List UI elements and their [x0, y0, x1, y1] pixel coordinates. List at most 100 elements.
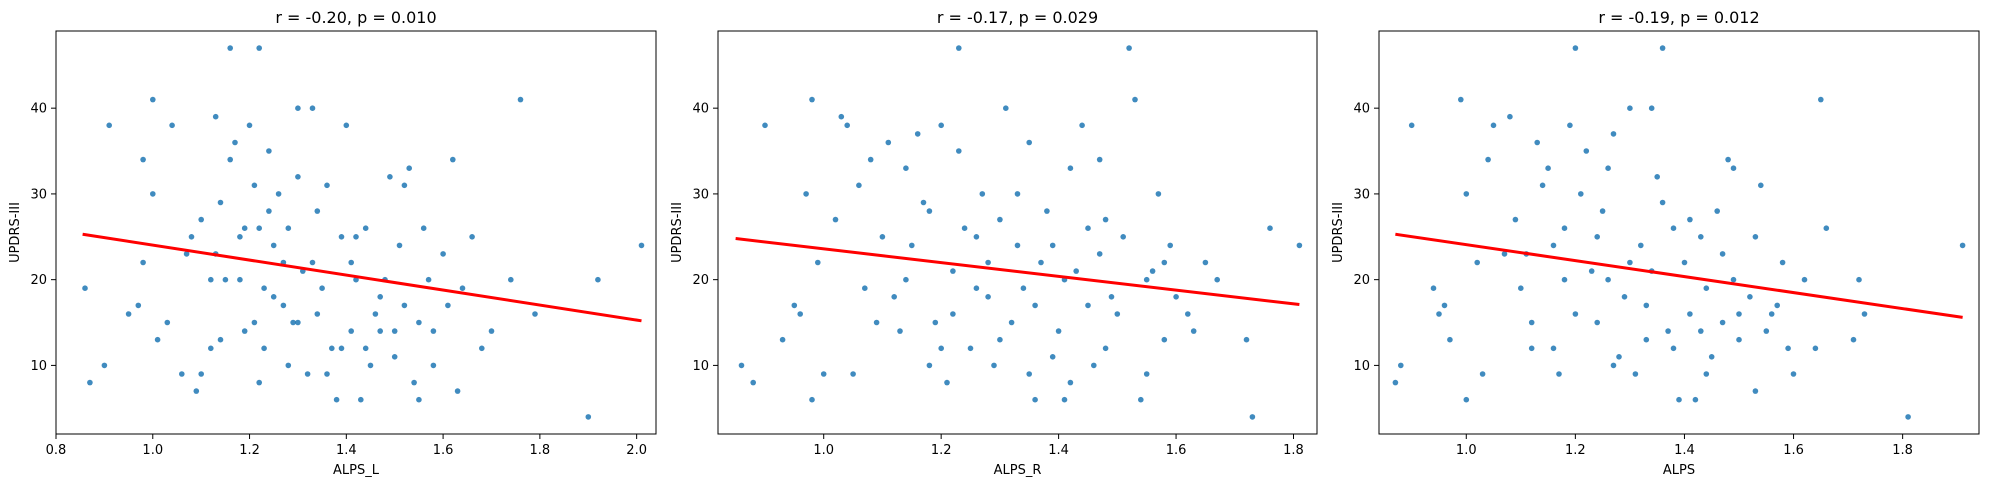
- scatter-point: [256, 225, 263, 231]
- scatter-point: [856, 182, 862, 189]
- scatter-point: [1032, 396, 1038, 403]
- scatter-point: [638, 242, 645, 249]
- x-tick-label: 1.0: [142, 443, 163, 458]
- scatter-point: [926, 362, 933, 369]
- scatter-point: [353, 234, 359, 240]
- scatter-point: [348, 259, 355, 266]
- scatter-point: [1703, 371, 1710, 377]
- x-tick-label: 1.4: [336, 443, 357, 458]
- scatter-point: [932, 319, 939, 326]
- scatter-point: [237, 276, 243, 283]
- scatter-point: [372, 311, 379, 317]
- y-tick-label: 20: [692, 273, 709, 288]
- scatter-point: [1638, 242, 1644, 249]
- scatter-point: [401, 302, 408, 309]
- scatter-point: [150, 191, 156, 197]
- scatter-point: [1143, 371, 1150, 377]
- scatter-point: [256, 379, 263, 386]
- scatter-point: [1659, 199, 1666, 206]
- panel-alps-l: 0.8 1.0 1.2 1.4 1.6 1.8 2.0 10 20 30 40 r = -0.20, …: [8, 8, 657, 478]
- scatter-point: [270, 294, 277, 300]
- x-tick-label: 1.6: [1166, 443, 1187, 458]
- scatter-point: [938, 122, 944, 129]
- axes-frame: [55, 30, 657, 435]
- scatter-point: [1627, 259, 1633, 266]
- scatter-point: [1610, 131, 1617, 137]
- scatter-point: [1534, 139, 1540, 146]
- scatter-point: [1616, 354, 1622, 360]
- scatter-point: [1020, 285, 1027, 292]
- scatter-point: [1447, 336, 1453, 343]
- regression-line: [82, 232, 642, 323]
- scatter-point: [125, 311, 132, 317]
- scatter-point: [1643, 302, 1650, 309]
- scatter-point: [391, 354, 398, 360]
- scatter-point: [333, 396, 340, 403]
- scatter-point: [179, 371, 185, 377]
- scatter-point: [1812, 345, 1819, 352]
- x-tick-label: 2.0: [626, 443, 647, 458]
- scatter-point: [440, 251, 446, 257]
- scatter-point: [1008, 319, 1015, 326]
- scatter-point: [1055, 328, 1062, 334]
- scatter-point: [338, 234, 345, 240]
- scatter-point: [314, 311, 321, 317]
- scatter-point: [1698, 234, 1704, 240]
- scatter-point: [314, 208, 321, 214]
- scatter-point: [1730, 165, 1737, 171]
- scatter-point: [1550, 345, 1557, 352]
- scatter-point: [256, 45, 263, 51]
- scatter-point: [329, 345, 335, 352]
- scatter-point: [295, 105, 301, 111]
- scatter-point: [997, 336, 1003, 343]
- scatter-point: [140, 259, 146, 266]
- scatter-point: [1143, 276, 1150, 283]
- x-tick-label: 1.8: [530, 443, 551, 458]
- scatter-point: [979, 191, 986, 197]
- scatter-point: [454, 388, 461, 394]
- x-tick-label: 0.8: [46, 443, 67, 458]
- scatter-point: [1550, 242, 1557, 249]
- scatter-point: [1067, 165, 1074, 171]
- scatter-point: [1463, 191, 1470, 197]
- scatter-point: [1556, 371, 1562, 377]
- scatter-point: [1126, 45, 1132, 51]
- axes-frame: [717, 30, 1318, 435]
- scatter-point: [270, 242, 277, 249]
- scatter-point: [1161, 259, 1168, 266]
- scatter-point: [517, 96, 524, 103]
- scatter-point: [873, 319, 880, 326]
- scatter-point: [815, 259, 821, 266]
- scatter-point: [1850, 336, 1857, 343]
- scatter-point: [425, 276, 432, 283]
- scatter-point: [956, 45, 962, 51]
- x-tick-label: 1.8: [1892, 443, 1913, 458]
- scatter-point: [961, 225, 968, 231]
- scatter-point: [1659, 45, 1666, 51]
- scatter-point: [488, 328, 495, 334]
- scatter-point: [295, 174, 301, 180]
- scatter-point: [377, 294, 384, 300]
- x-tick-label: 1.4: [1048, 443, 1069, 458]
- scatter-point: [1108, 294, 1115, 300]
- scatter-point: [1044, 208, 1050, 214]
- scatter-point: [985, 294, 991, 300]
- scatter-point: [1583, 148, 1590, 154]
- scatter-point: [430, 362, 437, 369]
- scatter-point: [1708, 354, 1715, 360]
- scatter-point: [1730, 276, 1737, 283]
- scatter-point: [1588, 268, 1595, 274]
- scatter-point: [251, 319, 258, 326]
- scatter-point: [750, 379, 756, 386]
- scatter-point: [1014, 191, 1021, 197]
- scatter-point: [387, 174, 393, 180]
- scatter-point: [1692, 396, 1699, 403]
- scatter-point: [208, 276, 214, 283]
- scatter-point: [1501, 251, 1508, 257]
- scatter-point: [967, 345, 974, 352]
- scatter-point: [261, 285, 267, 292]
- scatter-point: [1518, 285, 1524, 292]
- scatter-point: [212, 113, 219, 120]
- scatter-point: [950, 311, 956, 317]
- x-tick-label: 1.2: [239, 443, 260, 458]
